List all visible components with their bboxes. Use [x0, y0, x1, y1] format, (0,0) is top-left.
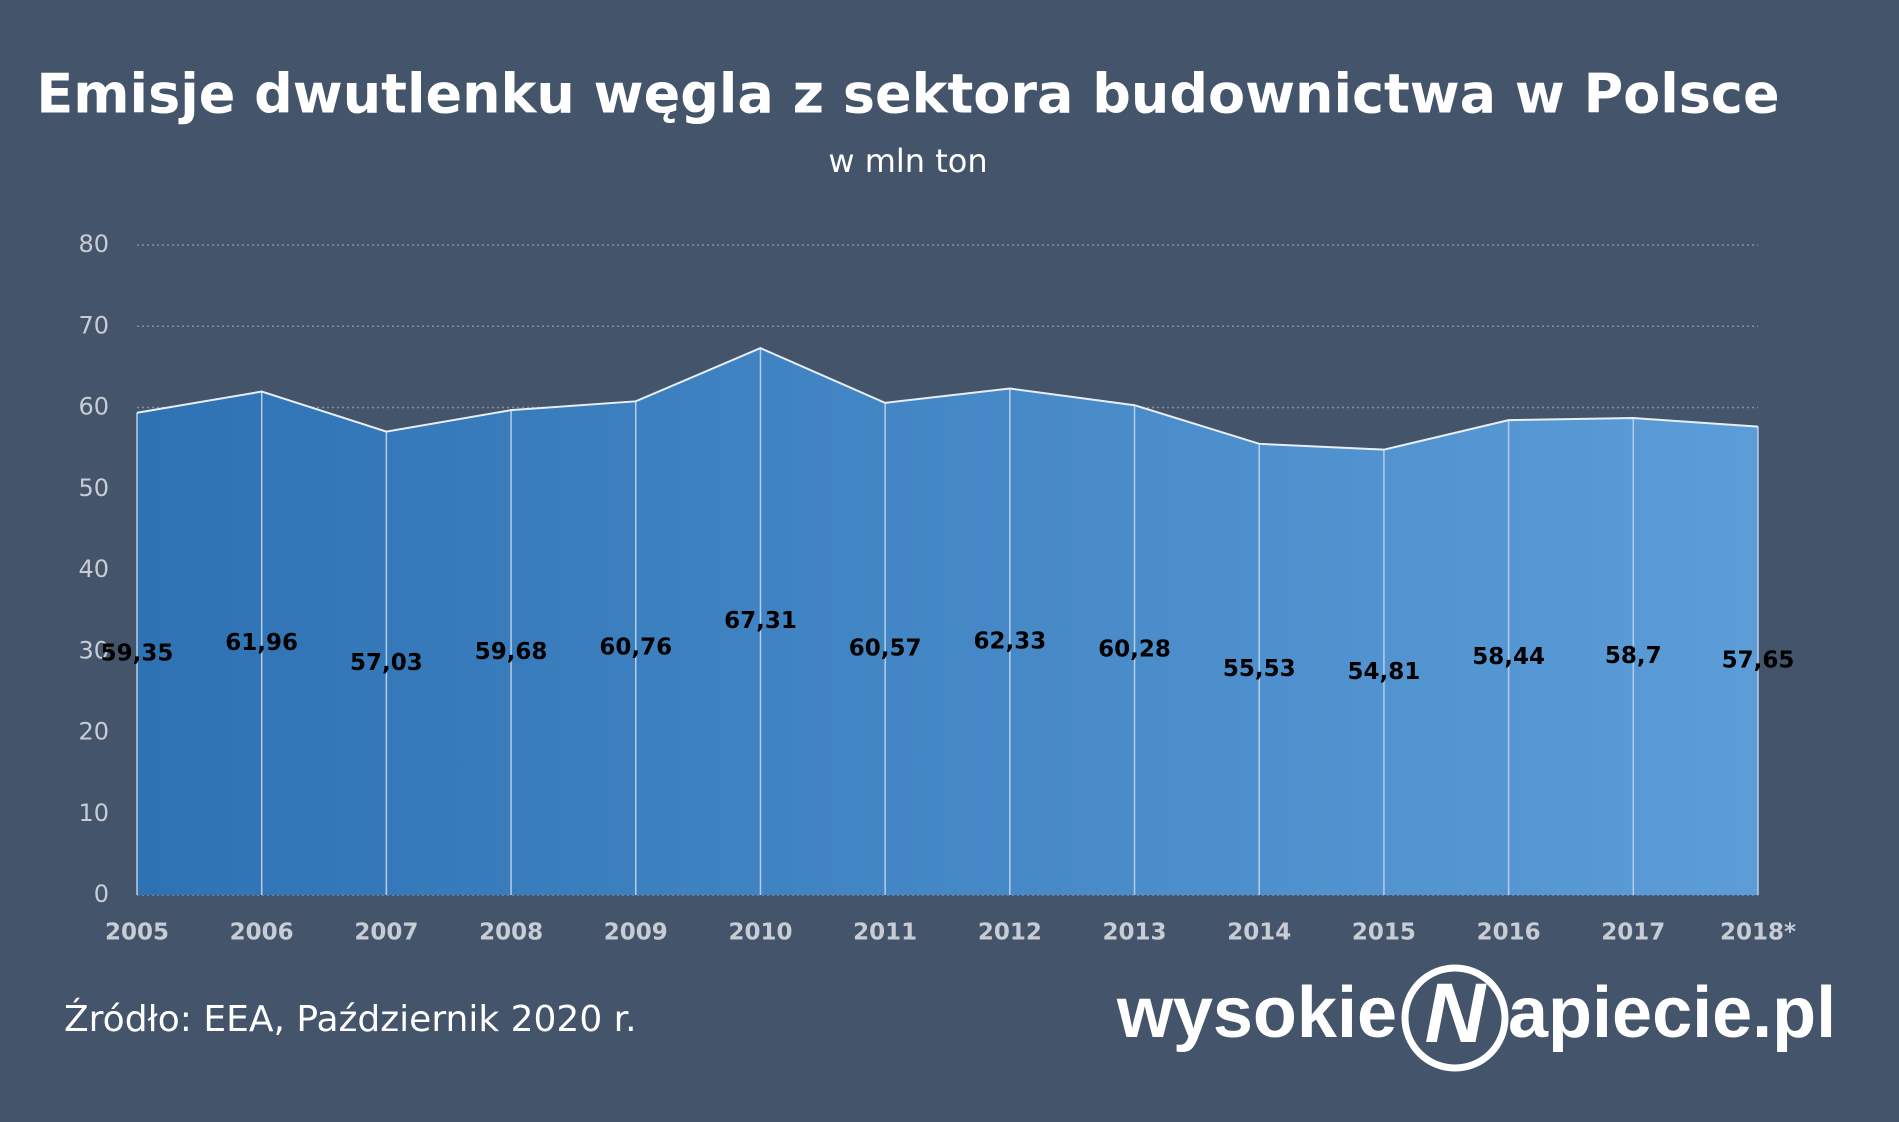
data-label: 60,28	[1098, 637, 1171, 663]
logo-mark: N	[1425, 966, 1488, 1060]
data-label: 57,03	[350, 650, 423, 676]
data-label: 55,53	[1223, 656, 1296, 682]
y-tick-label: 40	[78, 555, 109, 583]
x-tick-label: 2017	[1601, 920, 1665, 946]
y-tick-label: 80	[78, 230, 109, 258]
logo-right: apiecie.pl	[1508, 973, 1836, 1053]
data-label: 67,31	[724, 608, 797, 634]
x-tick-label: 2018*	[1720, 920, 1796, 946]
y-tick-label: 60	[78, 393, 109, 421]
y-tick-label: 10	[78, 799, 109, 827]
x-tick-label: 2011	[853, 920, 917, 946]
data-label: 60,57	[849, 635, 922, 661]
data-label: 62,33	[973, 628, 1046, 654]
x-tick-label: 2014	[1227, 920, 1291, 946]
x-tick-label: 2007	[354, 920, 418, 946]
x-tick-label: 2012	[978, 920, 1042, 946]
x-tick-label: 2015	[1352, 920, 1416, 946]
data-label: 58,7	[1605, 643, 1662, 669]
y-tick-label: 0	[94, 880, 109, 908]
y-tick-label: 70	[78, 311, 109, 339]
area-line	[136, 347, 1759, 451]
y-tick-label: 20	[78, 718, 109, 746]
logo: wysokie N apiecie.pl	[1116, 964, 1836, 1072]
data-label: 57,65	[1722, 647, 1795, 673]
area	[137, 348, 1758, 895]
source: Źródło: EEA, Październik 2020 r.	[64, 998, 637, 1040]
data-label: 59,35	[101, 640, 174, 666]
chart-subtitle: w mln ton	[828, 142, 987, 180]
data-label: 59,68	[475, 639, 548, 665]
y-tick-label: 30	[78, 636, 109, 664]
data-label: 60,76	[599, 635, 672, 661]
logo-left: wysokie	[1116, 973, 1397, 1053]
x-tick-label: 2009	[604, 920, 668, 946]
y-tick-label: 50	[78, 474, 109, 502]
x-tick-label: 2016	[1477, 920, 1541, 946]
x-tick-label: 2005	[105, 920, 169, 946]
chart-title: Emisje dwutlenku węgla z sektora budowni…	[36, 63, 1779, 126]
x-tick-label: 2010	[728, 920, 792, 946]
data-label: 58,44	[1472, 644, 1545, 670]
logo-circle	[1401, 964, 1509, 1072]
x-tick-label: 2008	[479, 920, 543, 946]
data-label: 61,96	[225, 630, 298, 656]
x-tick-label: 2006	[230, 920, 294, 946]
x-tick-label: 2013	[1103, 920, 1167, 946]
data-label: 54,81	[1348, 659, 1421, 685]
